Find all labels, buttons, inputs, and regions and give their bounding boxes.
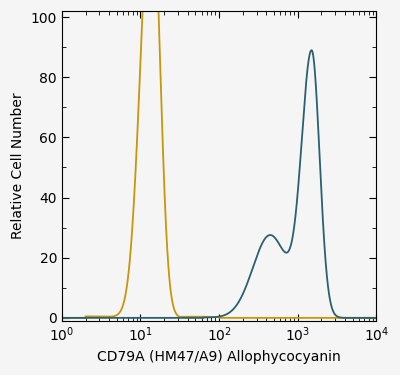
- Y-axis label: Relative Cell Number: Relative Cell Number: [11, 93, 25, 239]
- X-axis label: CD79A (HM47/A9) Allophycocyanin: CD79A (HM47/A9) Allophycocyanin: [97, 350, 341, 364]
